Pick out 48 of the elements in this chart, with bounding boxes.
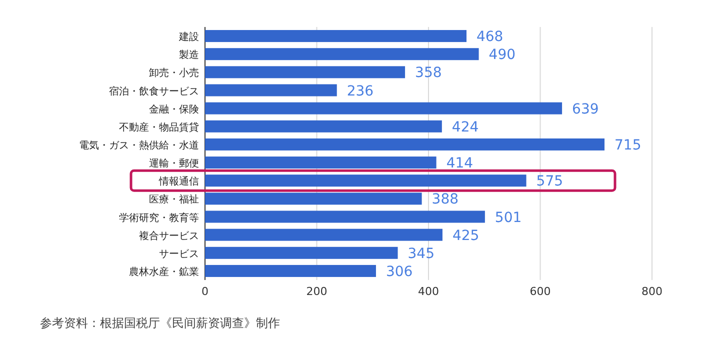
bar bbox=[205, 84, 337, 96]
data-label: 639 bbox=[572, 101, 599, 118]
bar bbox=[205, 48, 479, 60]
data-label: 236 bbox=[346, 83, 374, 100]
x-tick-label: 800 bbox=[642, 285, 662, 298]
y-tick-label: 建設 bbox=[178, 31, 199, 44]
data-label: 414 bbox=[446, 156, 474, 172]
y-tick-label: 運輸・郵便 bbox=[149, 158, 199, 170]
data-label: 715 bbox=[614, 137, 642, 154]
y-tick-label: 学術研究・教育等 bbox=[119, 212, 199, 224]
y-tick-label: 複合サービス bbox=[139, 230, 199, 242]
data-label: 345 bbox=[408, 246, 435, 262]
data-label: 425 bbox=[452, 228, 480, 244]
bar bbox=[205, 174, 526, 187]
bar bbox=[205, 138, 605, 150]
data-label: 490 bbox=[488, 47, 516, 64]
y-tick-label: 情報通信 bbox=[158, 176, 199, 188]
bar bbox=[205, 66, 406, 78]
y-tick-label: 電気・ガス・熱供給・水道 bbox=[79, 139, 199, 152]
x-tick-label: 0 bbox=[202, 285, 208, 298]
bar bbox=[205, 156, 436, 169]
bar bbox=[205, 30, 466, 42]
data-label: 575 bbox=[536, 174, 564, 190]
y-tick-label: 宿泊・飲食サービス bbox=[109, 85, 199, 98]
text: 参考资料：根据国税厅《民间薪资调查》制作 bbox=[40, 316, 280, 330]
y-tick-label: 金融・保険 bbox=[149, 103, 199, 116]
data-label: 306 bbox=[386, 264, 413, 280]
bar bbox=[205, 228, 442, 241]
y-tick-label: 卸売・小売 bbox=[149, 67, 199, 80]
y-tick-label: サービス bbox=[159, 248, 199, 260]
data-label: 358 bbox=[415, 65, 442, 82]
x-tick-label: 400 bbox=[418, 285, 439, 298]
data-label: 468 bbox=[476, 29, 504, 46]
y-tick-label: 医療・福祉 bbox=[149, 194, 199, 206]
bar bbox=[205, 120, 442, 132]
x-tick-label: 200 bbox=[306, 285, 328, 298]
y-tick-label: 不動産・物品賃貸 bbox=[119, 121, 199, 134]
bar bbox=[205, 246, 398, 259]
bar bbox=[205, 264, 376, 277]
x-tick-label: 600 bbox=[530, 285, 551, 298]
bar bbox=[205, 210, 485, 223]
bar bbox=[205, 192, 422, 205]
data-label: 388 bbox=[432, 192, 459, 208]
data-label: 424 bbox=[452, 119, 479, 136]
y-tick-label: 農林水産・鉱業 bbox=[129, 266, 199, 278]
y-tick-label: 製造 bbox=[179, 49, 199, 62]
data-label: 501 bbox=[494, 210, 522, 226]
bar bbox=[205, 102, 562, 114]
